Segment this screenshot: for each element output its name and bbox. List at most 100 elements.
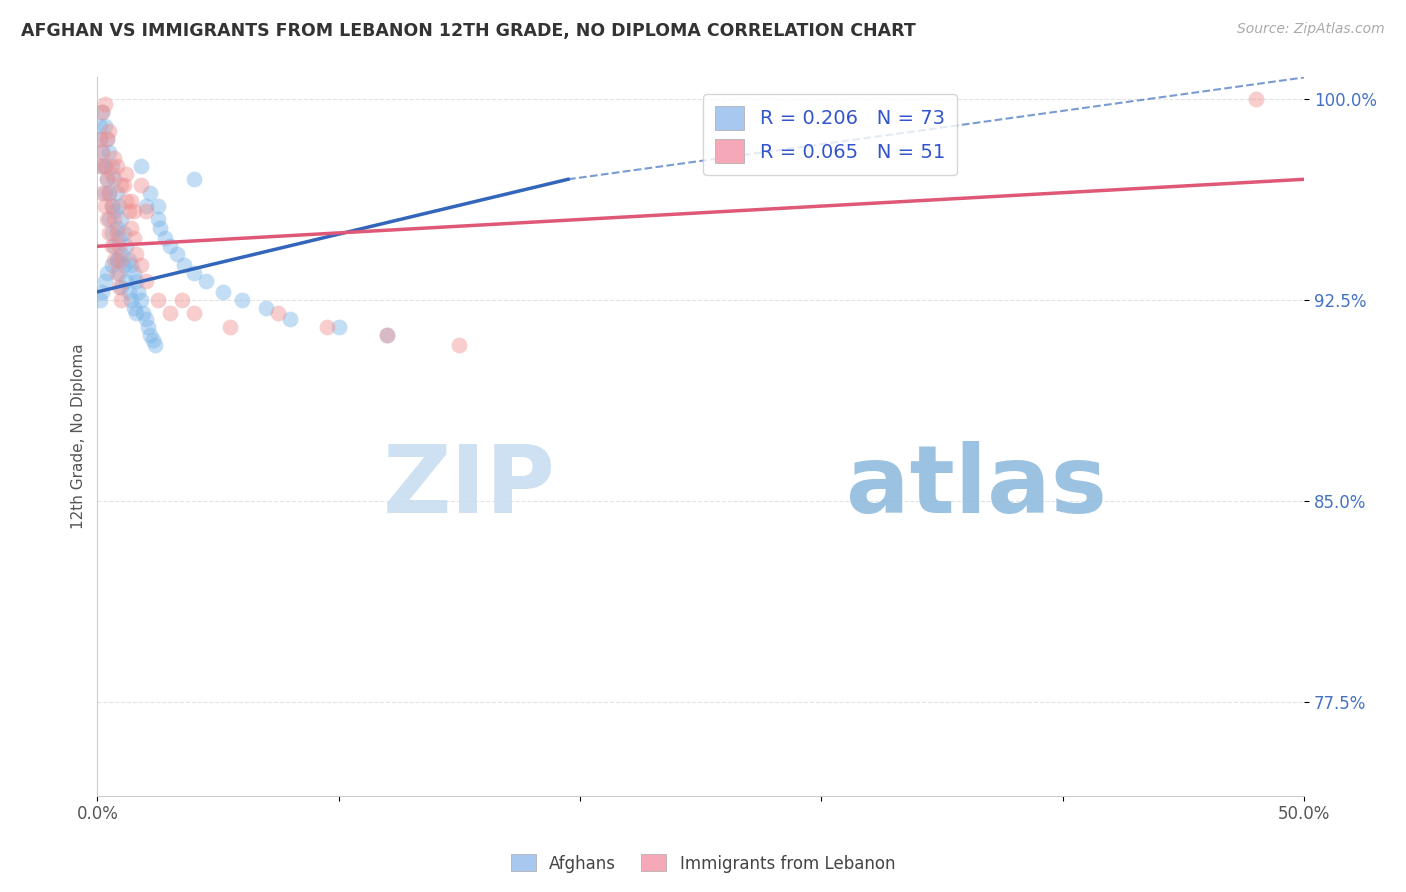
Point: [183, 306, 205, 320]
Point: [125, 247, 148, 261]
Point: [91, 159, 114, 173]
Point: [103, 172, 125, 186]
Point: [183, 266, 205, 280]
Point: [96, 212, 118, 227]
Point: [173, 258, 195, 272]
Point: [91, 145, 114, 160]
Point: [101, 258, 124, 272]
Point: [166, 247, 188, 261]
Point: [96, 172, 118, 186]
Point: [139, 327, 162, 342]
Point: [153, 231, 176, 245]
Point: [108, 199, 131, 213]
Point: [449, 338, 471, 352]
Point: [170, 293, 193, 307]
Text: AFGHAN VS IMMIGRANTS FROM LEBANON 12TH GRADE, NO DIPLOMA CORRELATION CHART: AFGHAN VS IMMIGRANTS FROM LEBANON 12TH G…: [21, 22, 915, 40]
Point: [142, 333, 165, 347]
Point: [103, 239, 125, 253]
Point: [101, 159, 124, 173]
Point: [110, 293, 132, 307]
Point: [105, 186, 128, 200]
Point: [132, 306, 155, 320]
Point: [103, 204, 125, 219]
Point: [129, 159, 152, 173]
Point: [135, 274, 157, 288]
Point: [105, 226, 128, 240]
Point: [93, 199, 115, 213]
Point: [125, 274, 148, 288]
Point: [120, 293, 142, 307]
Point: [89, 132, 111, 146]
Point: [129, 178, 152, 192]
Point: [93, 159, 115, 173]
Point: [108, 266, 131, 280]
Point: [110, 178, 132, 192]
Point: [135, 311, 157, 326]
Point: [93, 274, 115, 288]
Point: [115, 239, 138, 253]
Point: [315, 319, 337, 334]
Point: [108, 279, 131, 293]
Point: [120, 258, 142, 272]
Point: [146, 293, 169, 307]
Point: [112, 226, 135, 240]
Point: [101, 239, 124, 253]
Point: [101, 167, 124, 181]
Point: [101, 199, 124, 213]
Point: [122, 204, 145, 219]
Point: [375, 327, 398, 342]
Point: [118, 252, 141, 267]
Point: [98, 145, 121, 160]
Point: [105, 159, 128, 173]
Point: [115, 167, 138, 181]
Point: [103, 212, 125, 227]
Point: [219, 319, 242, 334]
Point: [143, 338, 166, 352]
Point: [96, 132, 118, 146]
Point: [96, 132, 118, 146]
Point: [118, 204, 141, 219]
Point: [89, 293, 111, 307]
Point: [103, 151, 125, 165]
Point: [98, 124, 121, 138]
Point: [91, 145, 114, 160]
Point: [105, 252, 128, 267]
Point: [280, 311, 302, 326]
Point: [91, 285, 114, 299]
Point: [231, 293, 253, 307]
Text: ZIP: ZIP: [382, 441, 555, 533]
Point: [108, 231, 131, 245]
Text: atlas: atlas: [845, 441, 1107, 533]
Point: [159, 306, 181, 320]
Point: [89, 132, 111, 146]
Point: [267, 306, 290, 320]
Point: [1244, 92, 1267, 106]
Point: [110, 279, 132, 293]
Point: [91, 105, 114, 120]
Point: [146, 199, 169, 213]
Point: [112, 258, 135, 272]
Point: [89, 119, 111, 133]
Point: [135, 204, 157, 219]
Point: [89, 159, 111, 173]
Point: [194, 274, 217, 288]
Point: [93, 186, 115, 200]
Point: [98, 186, 121, 200]
Point: [105, 266, 128, 280]
Point: [105, 220, 128, 235]
Point: [91, 105, 114, 120]
Point: [328, 319, 350, 334]
Point: [159, 239, 181, 253]
Point: [115, 274, 138, 288]
Point: [139, 186, 162, 200]
Point: [98, 212, 121, 227]
Point: [183, 172, 205, 186]
Point: [136, 319, 159, 334]
Point: [98, 226, 121, 240]
Point: [118, 285, 141, 299]
Point: [129, 293, 152, 307]
Point: [120, 194, 142, 208]
Point: [254, 301, 277, 315]
Point: [96, 172, 118, 186]
Point: [110, 247, 132, 261]
